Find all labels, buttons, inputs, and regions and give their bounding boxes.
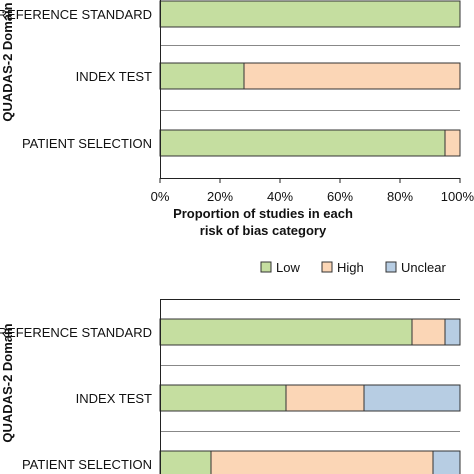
- legend-label-unclear: Unclear: [401, 260, 446, 275]
- bar-patient-selection-low: [159, 450, 212, 474]
- bar-reference-standard-unclear: [444, 318, 461, 346]
- bar-patient-selection-high: [210, 450, 434, 474]
- x-tick-label: 40%: [267, 189, 293, 204]
- x-tick-label: 20%: [207, 189, 233, 204]
- bar-index-test-unclear: [363, 384, 461, 412]
- legend-label-high: High: [337, 260, 364, 275]
- top-chart: REFERENCE STANDARD INDEX TEST PATIENT SELE…: [0, 0, 474, 238]
- category-label-patient-selection: PATIENT SELECTION: [22, 457, 152, 472]
- bar-index-test-low: [159, 384, 287, 412]
- bar-reference-standard-high: [411, 318, 446, 346]
- bar-index-test-high: [285, 384, 365, 412]
- bar-index-test-high: [243, 62, 461, 90]
- legend-swatch-unclear: [385, 261, 397, 273]
- x-tick-label: 60%: [327, 189, 353, 204]
- legend-label-low: Low: [276, 260, 300, 275]
- legend: Low High Unclear: [260, 260, 446, 275]
- category-label-patient-selection: PATIENT SELECTION: [22, 136, 152, 151]
- bar-patient-selection-high: [444, 129, 461, 157]
- category-label-reference-standard: REFERENCE STANDARD: [0, 7, 152, 22]
- bar-patient-selection-unclear: [432, 450, 461, 474]
- x-tick-label: 0%: [151, 189, 170, 204]
- category-label-index-test: INDEX TEST: [76, 69, 152, 84]
- bottom-chart: REFERENCE STANDARD INDEX TEST PATIENT SELE…: [0, 299, 461, 474]
- bar-patient-selection-low: [159, 129, 446, 157]
- bar-index-test-low: [159, 62, 245, 90]
- x-tick-label: 80%: [387, 189, 413, 204]
- bar-reference-standard-low: [159, 0, 461, 28]
- category-label-reference-standard: REFERENCE STANDARD: [0, 325, 152, 340]
- y-axis-title: QUADAS-2 Domain: [0, 323, 15, 442]
- legend-swatch-low: [260, 261, 272, 273]
- x-axis-title-line: Proportion of studies in each: [173, 206, 353, 221]
- legend-swatch-high: [321, 261, 333, 273]
- x-tick-label: 100%: [441, 189, 474, 204]
- bar-reference-standard-low: [159, 318, 413, 346]
- y-axis-title: QUADAS-2 Domain: [0, 2, 15, 121]
- x-axis-title-line: risk of bias category: [200, 223, 327, 238]
- category-label-index-test: INDEX TEST: [76, 391, 152, 406]
